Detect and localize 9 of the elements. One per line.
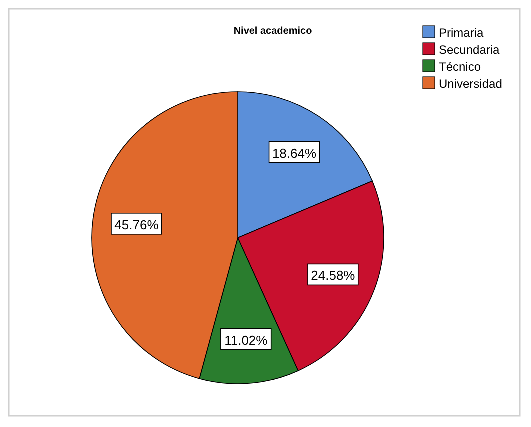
data-label: 18.64% (272, 146, 317, 161)
data-label: 24.58% (311, 268, 356, 284)
legend-label: Primaria (439, 26, 484, 40)
data-label: 11.02% (224, 332, 268, 348)
legend-label: Secundaria (439, 43, 500, 57)
chart-title: Nivel academico (234, 26, 312, 37)
legend-label: Técnico (439, 60, 482, 74)
data-label: 45.76% (114, 217, 160, 232)
legend-label: Universidad (439, 77, 502, 91)
